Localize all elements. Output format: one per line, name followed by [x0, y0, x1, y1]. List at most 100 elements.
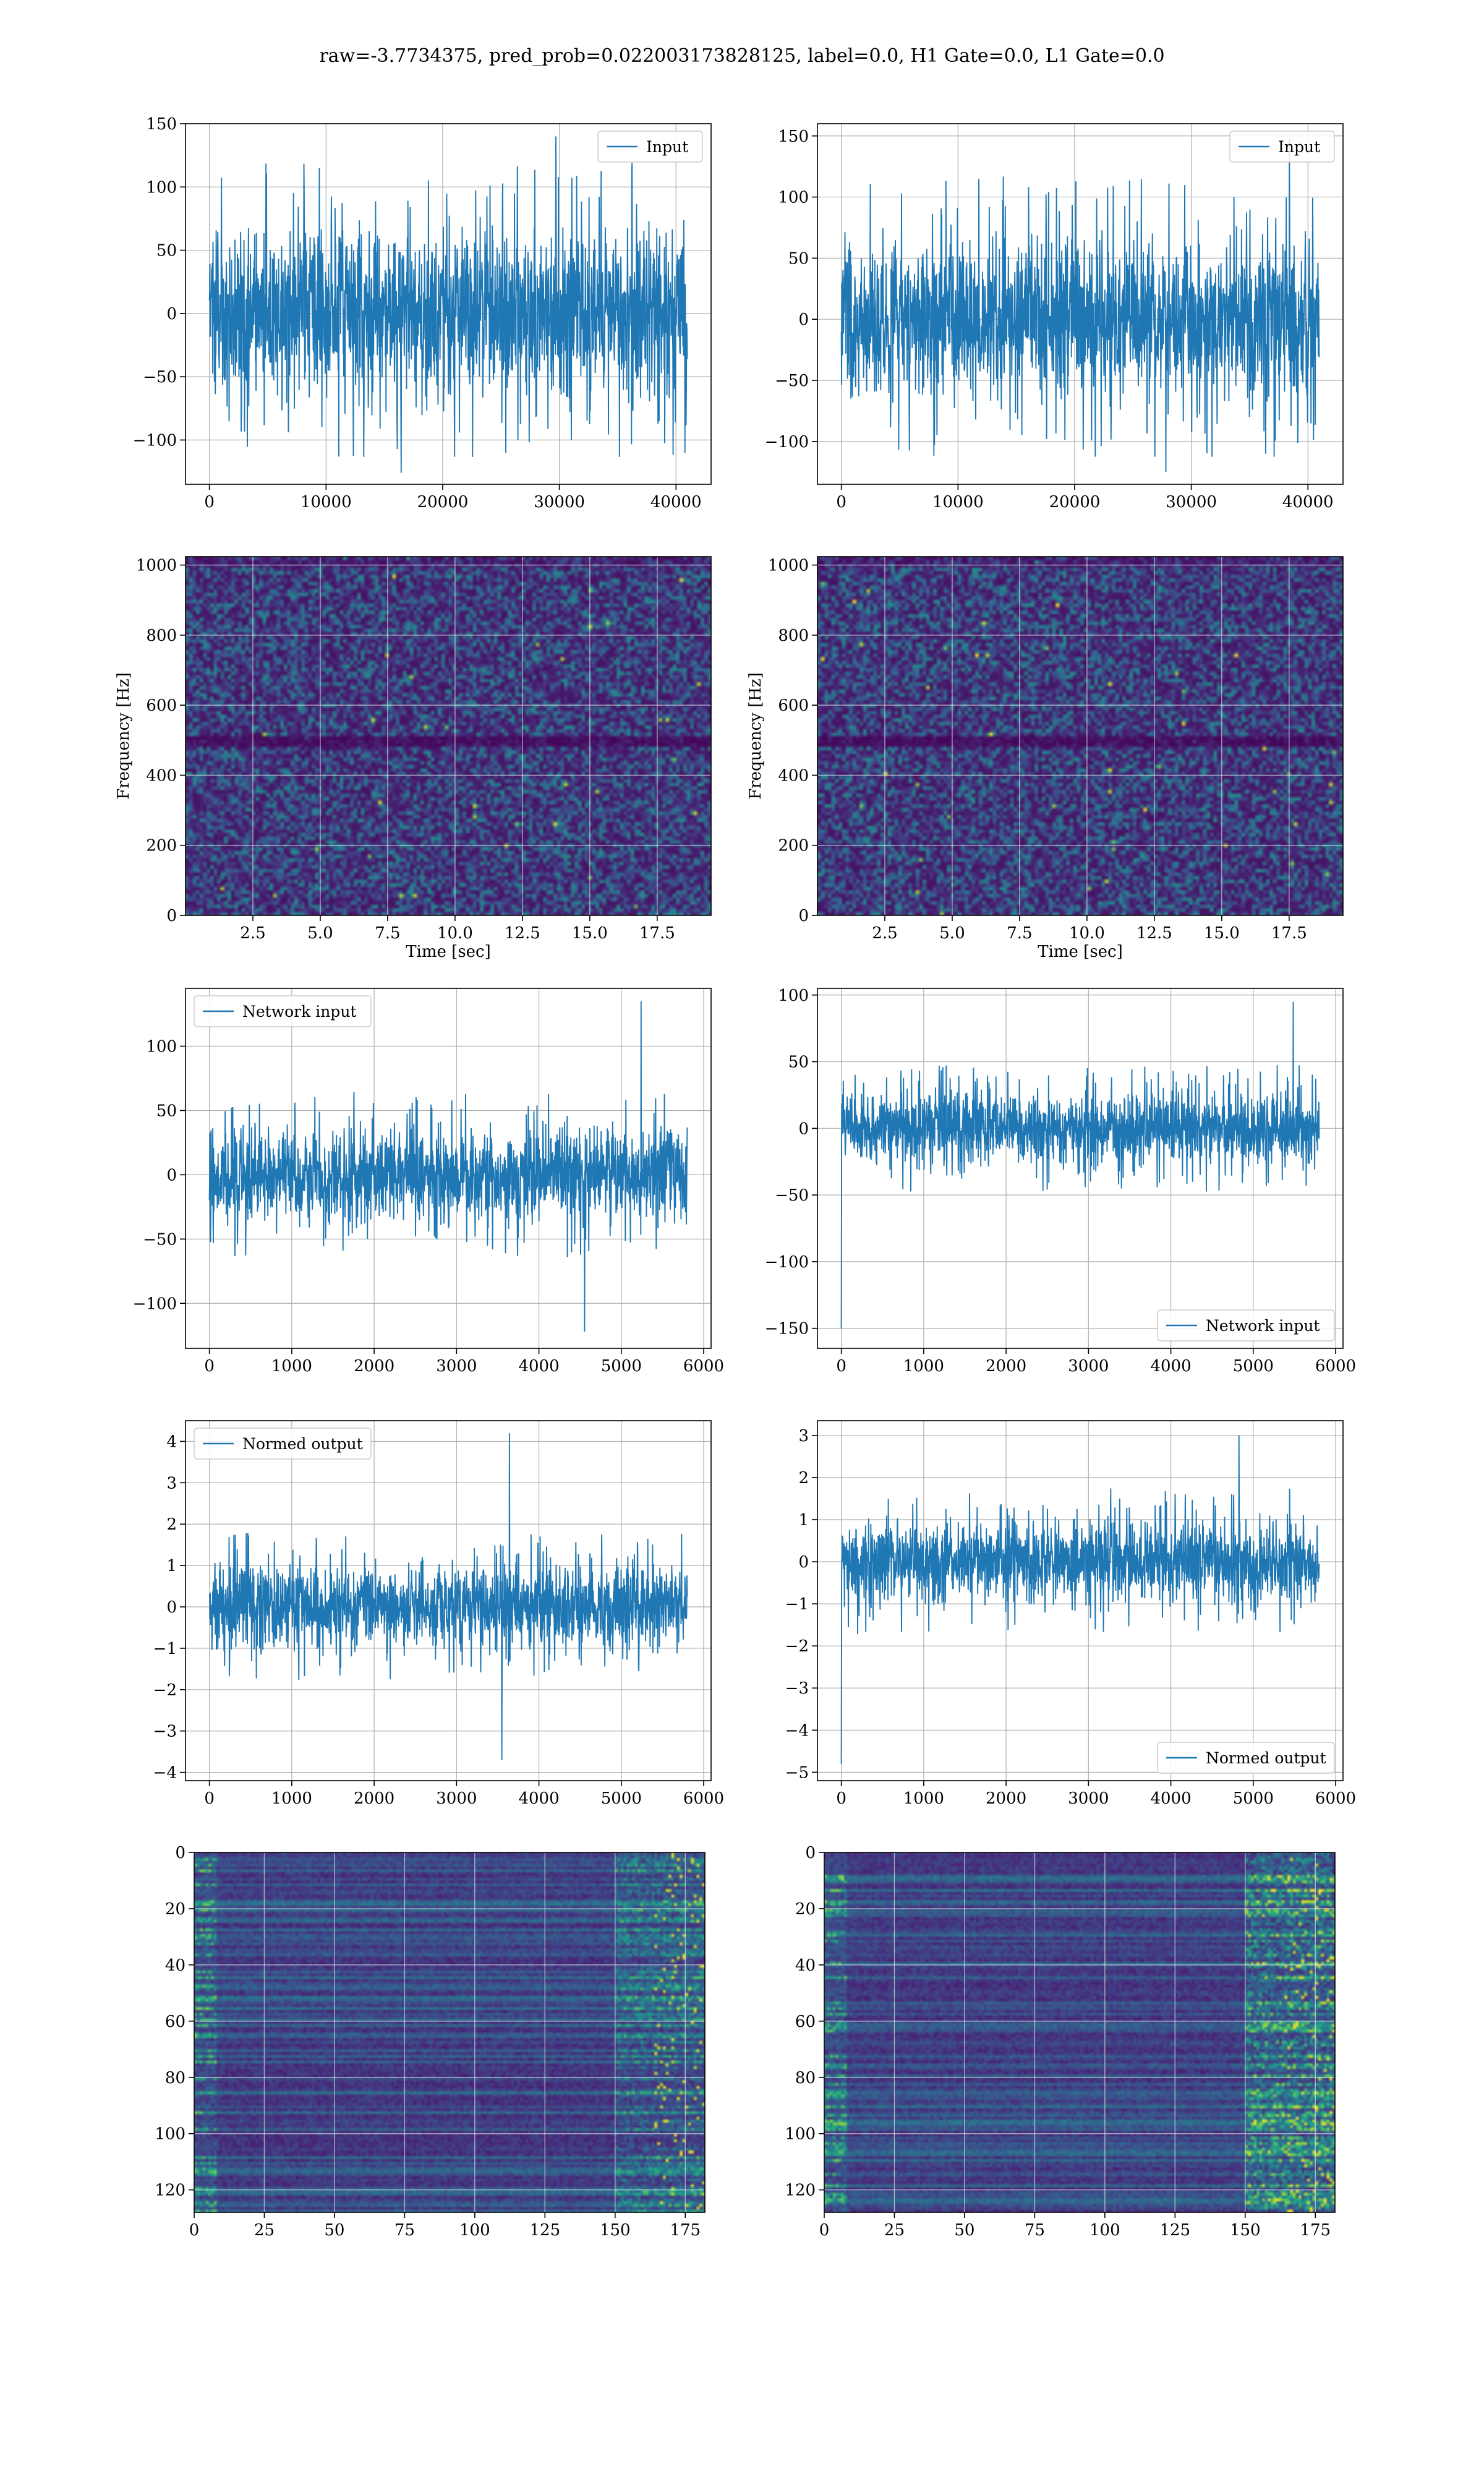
x-tick-label: 4000: [1150, 1789, 1191, 1808]
panel-spectrogram-l1: 2.5 5.0 7.5 10.0 12.5 15.0 17.5 0 200 400 600 800 10…: [746, 556, 1344, 961]
x-tick-label: 0: [204, 493, 215, 511]
axes-frame: [185, 988, 712, 1349]
x-tick-label: 0: [189, 2221, 200, 2240]
x-tick-label: 3000: [1068, 1789, 1109, 1808]
x-tick-label: 50: [324, 2221, 344, 2240]
legend-label: Normed output: [1206, 1749, 1326, 1767]
x-tick-label: 100: [1090, 2221, 1120, 2240]
x-tick-label: 4000: [518, 1789, 559, 1808]
legend: Normed output: [194, 1427, 372, 1460]
x-tick-label: 2000: [986, 1789, 1026, 1808]
x-tick-label: 5.0: [939, 924, 965, 943]
y-tick-label: 100: [785, 2125, 816, 2144]
y-tick-label: 60: [795, 2013, 816, 2031]
y-tick-label: 100: [146, 178, 177, 197]
legend: Normed output: [1157, 1742, 1335, 1774]
y-tick-label: 0: [798, 310, 809, 329]
legend: Input: [1229, 131, 1335, 163]
y-tick-label: 60: [165, 2013, 186, 2031]
y-tick-label: 0: [798, 907, 809, 925]
y-tick-label: 100: [778, 189, 809, 207]
x-tick-label: 17.5: [1271, 924, 1307, 943]
x-tick-label: 1000: [271, 1357, 312, 1376]
x-tick-label: 5000: [1233, 1789, 1274, 1808]
x-tick-label: 0: [204, 1789, 215, 1808]
x-tick-label: 175: [1300, 2221, 1331, 2240]
legend-label: Input: [646, 138, 688, 156]
y-tick-label: 2: [798, 1469, 809, 1487]
x-tick-label: 40000: [1282, 493, 1334, 511]
x-tick-label: 7.5: [1007, 924, 1032, 943]
x-tick-label: 25: [254, 2221, 275, 2240]
axes-frame: [824, 1852, 1336, 2213]
legend-label: Network input: [1206, 1317, 1320, 1335]
panel-input-h1: 0 10000 20000 30000 40000 −100 −50 0 50 100 150 Inp…: [133, 115, 712, 511]
x-tick-label: 2000: [354, 1789, 394, 1808]
y-tick-label: 50: [156, 242, 177, 260]
legend-box: [1229, 131, 1335, 163]
x-tick-label: 0: [836, 1357, 846, 1376]
x-tick-label: 3000: [436, 1357, 477, 1376]
y-tick-label: 600: [778, 696, 809, 715]
series-line: [208, 1433, 688, 1760]
panels: 0 10000 20000 30000 40000−100−50050100150Inp…: [114, 115, 1356, 2240]
y-tick-label: −100: [133, 1295, 177, 1313]
series-line: [840, 1001, 1320, 1329]
axes-frame: [185, 123, 712, 485]
y-tick-label: 0: [798, 1553, 809, 1572]
legend: Input: [597, 131, 703, 163]
x-tick-label: 50: [954, 2221, 974, 2240]
x-tick-label: 15.0: [572, 924, 608, 943]
x-tick-label: 15.0: [1204, 924, 1240, 943]
x-tick-label: 75: [394, 2221, 415, 2240]
legend-box: [1157, 1309, 1335, 1342]
x-tick-label: 5.0: [307, 924, 333, 943]
y-tick-label: 4: [166, 1432, 177, 1451]
x-tick-label: 10000: [932, 493, 984, 511]
x-tick-label: 5000: [1233, 1357, 1274, 1376]
x-tick-label: 7.5: [375, 924, 400, 943]
heatmap-image: [186, 557, 711, 915]
x-axis-label: Time [sec]: [406, 943, 491, 961]
y-tick-label: 120: [785, 2181, 816, 2200]
axes-frame: [185, 1420, 712, 1781]
heatmap-image: [817, 557, 1343, 915]
y-tick-label: 40: [795, 1956, 816, 1975]
legend-label: Normed output: [242, 1435, 363, 1453]
y-tick-label: −1: [785, 1595, 809, 1614]
x-tick-label: 4000: [1150, 1357, 1191, 1376]
y-tick-label: 100: [778, 987, 809, 1005]
panel-spectrogram-h1: 2.5 5.0 7.5 10.0 12.5 15.0 17.5 0 200 400 600 800 10…: [114, 556, 712, 961]
x-tick-label: 10.0: [437, 924, 473, 943]
y-tick-label: 150: [146, 115, 177, 134]
y-tick-label: 80: [165, 2069, 186, 2087]
x-tick-label: 0: [836, 493, 846, 511]
x-tick-label: 3000: [1068, 1357, 1109, 1376]
legend-label: Input: [1278, 138, 1320, 156]
legend-label: Network input: [242, 1003, 356, 1021]
y-tick-label: 0: [166, 305, 177, 323]
x-tick-label: 20000: [1049, 493, 1101, 511]
y-tick-label: −1: [153, 1640, 177, 1658]
x-tick-label: 10.0: [1069, 924, 1105, 943]
x-tick-label: 100: [459, 2221, 490, 2240]
y-tick-label: 20: [165, 1900, 186, 1919]
legend: Network input: [1157, 1309, 1335, 1342]
y-tick-label: 3: [166, 1474, 177, 1492]
y-tick-label: −100: [133, 431, 177, 450]
x-tick-label: 6000: [683, 1357, 724, 1376]
x-tick-label: 12.5: [505, 924, 540, 943]
x-tick-label: 150: [1230, 2221, 1261, 2240]
x-tick-label: 25: [884, 2221, 905, 2240]
legend: Network input: [194, 995, 372, 1027]
x-tick-label: 125: [1159, 2221, 1190, 2240]
axes-frame: [817, 988, 1344, 1349]
y-tick-label: 20: [795, 1900, 816, 1919]
y-tick-label: −2: [785, 1637, 809, 1656]
legend-box: [1157, 1742, 1335, 1774]
x-tick-label: 1000: [903, 1789, 944, 1808]
y-tick-label: 0: [166, 1598, 177, 1617]
y-tick-label: −100: [765, 433, 809, 452]
x-tick-label: 150: [600, 2221, 631, 2240]
legend-box: [194, 995, 372, 1027]
